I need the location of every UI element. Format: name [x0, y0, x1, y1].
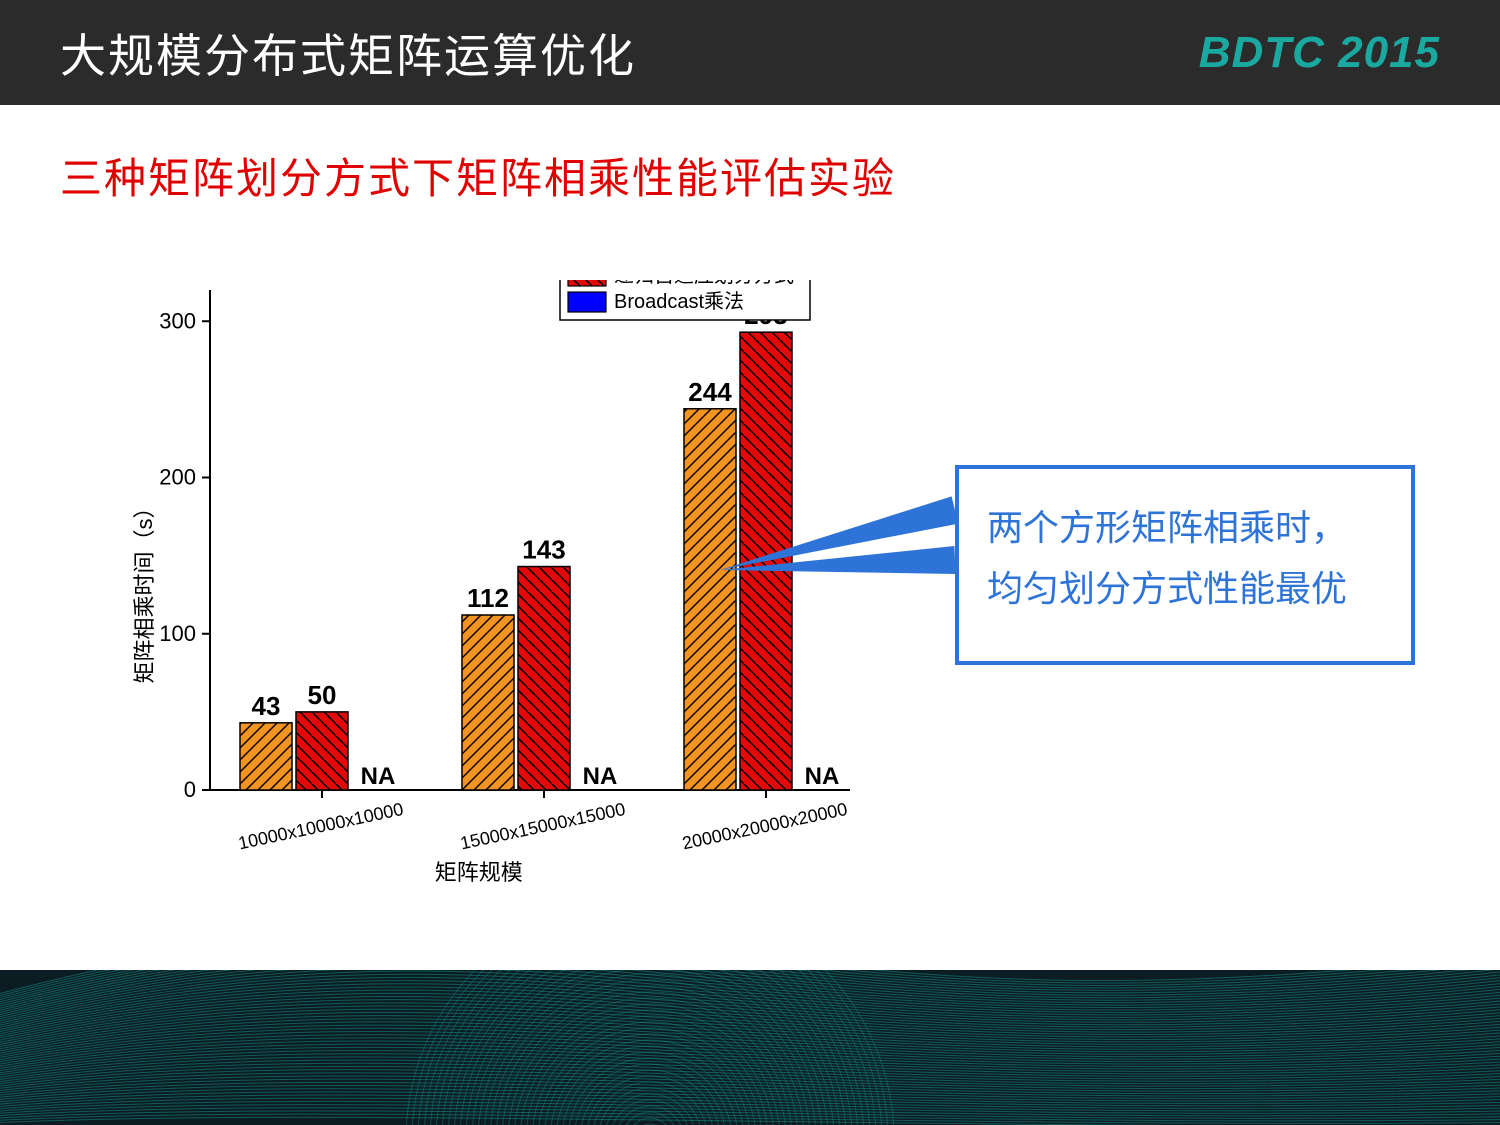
- svg-text:10000x10000x10000: 10000x10000x10000: [236, 799, 405, 854]
- slide-subtitle: 三种矩阵划分方式下矩阵相乘性能评估实验: [60, 145, 1500, 206]
- svg-text:200: 200: [159, 465, 196, 490]
- performance-chart: 0 100 200 300 矩阵相乘时间（s） 43 50 NA 10000x10000x100…: [120, 280, 940, 880]
- footer-decor: [0, 970, 1500, 1125]
- svg-text:43: 43: [252, 691, 281, 721]
- page-title: 大规模分布式矩阵运算优化: [60, 20, 636, 86]
- svg-text:300: 300: [159, 308, 196, 333]
- header-bar: 大规模分布式矩阵运算优化 BDTC 2015: [0, 0, 1500, 105]
- callout-box: 两个方形矩阵相乘时， 均匀划分方式性能最优: [955, 465, 1415, 665]
- svg-text:矩阵规模: 矩阵规模: [435, 860, 523, 885]
- svg-text:100: 100: [159, 621, 196, 646]
- svg-text:矩阵相乘时间（s）: 矩阵相乘时间（s）: [132, 496, 157, 683]
- svg-text:15000x15000x15000: 15000x15000x15000: [458, 799, 627, 854]
- callout-line-2: 均匀划分方式性能最优: [987, 558, 1383, 619]
- svg-text:112: 112: [467, 583, 509, 613]
- svg-text:50: 50: [308, 680, 337, 710]
- svg-text:NA: NA: [583, 763, 618, 790]
- svg-text:NA: NA: [805, 763, 840, 790]
- svg-text:递归自适应划分方式: 递归自适应划分方式: [614, 280, 794, 287]
- conference-logo: BDTC 2015: [1199, 28, 1440, 78]
- svg-text:0: 0: [184, 777, 196, 802]
- svg-text:20000x20000x20000: 20000x20000x20000: [680, 799, 849, 854]
- svg-text:Broadcast乘法: Broadcast乘法: [614, 290, 744, 313]
- svg-text:143: 143: [522, 535, 565, 565]
- svg-text:NA: NA: [361, 763, 396, 790]
- svg-text:244: 244: [688, 377, 732, 407]
- callout-line-1: 两个方形矩阵相乘时，: [987, 497, 1383, 558]
